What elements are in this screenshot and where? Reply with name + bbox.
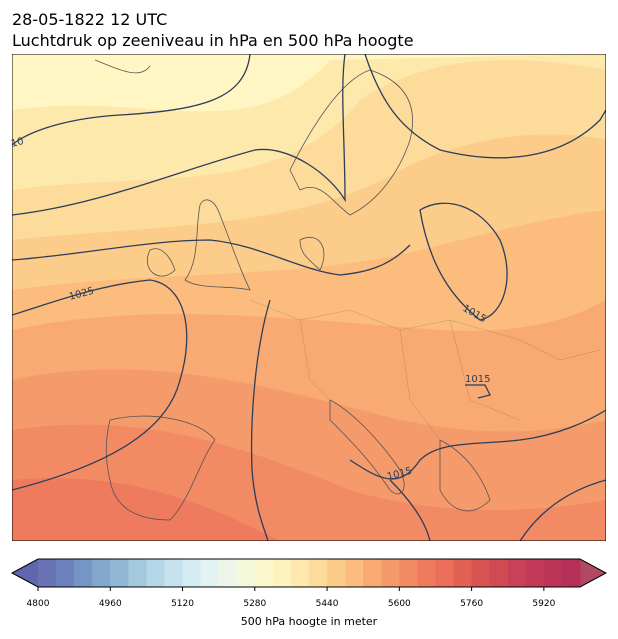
colorbar-segment xyxy=(272,559,292,587)
colorbar-segment xyxy=(327,559,346,587)
colorbar-segment xyxy=(290,559,310,587)
colorbar-segment xyxy=(128,559,147,587)
map-title: Luchtdruk op zeeniveau in hPa en 500 hPa… xyxy=(12,31,414,50)
colorbar-tick-label: 5120 xyxy=(171,599,194,609)
contour-label: 1015 xyxy=(465,374,490,385)
colorbar-tick-label: 5600 xyxy=(388,599,411,609)
colorbar-segment xyxy=(56,559,75,587)
colorbar-segment xyxy=(561,559,581,587)
colorbar-tick-label: 5280 xyxy=(243,599,266,609)
colorbar-segment xyxy=(471,559,491,587)
colorbar-tick-label: 4800 xyxy=(27,599,50,609)
colorbar-segment xyxy=(38,559,57,587)
colorbar-segment xyxy=(74,559,93,587)
colorbar-segment xyxy=(399,559,418,587)
colorbar-segment xyxy=(200,559,220,587)
colorbar-segment xyxy=(182,559,202,587)
colorbar-segment xyxy=(236,559,256,587)
colorbar-segment xyxy=(363,559,382,587)
time-title: 28-05-1822 12 UTC xyxy=(12,10,167,29)
colorbar-segment xyxy=(417,559,436,587)
map xyxy=(12,54,606,541)
colorbar-segment xyxy=(453,559,473,587)
colorbar-segment xyxy=(309,559,328,587)
colorbar-tick-label: 5920 xyxy=(532,599,555,609)
colorbar-segment xyxy=(92,559,111,587)
colorbar-tick-label: 5440 xyxy=(316,599,339,609)
colorbar-outline xyxy=(10,558,608,588)
colorbar-under xyxy=(12,559,38,587)
colorbar-segment xyxy=(110,559,129,587)
colorbar-label: 500 hPa hoogte in meter xyxy=(241,615,378,628)
colorbar-segment xyxy=(543,559,563,587)
colorbar-segment xyxy=(435,559,455,587)
colorbar-over xyxy=(580,559,606,587)
colorbar-tick-label: 5760 xyxy=(460,599,483,609)
colorbar-segment xyxy=(164,559,184,587)
colorbar-segment xyxy=(489,559,509,587)
colorbar-segment xyxy=(146,559,165,587)
colorbar-segment xyxy=(218,559,238,587)
colorbar-tick-label: 4960 xyxy=(99,599,122,609)
colorbar-segment xyxy=(507,559,527,587)
colorbar-segment xyxy=(525,559,545,587)
colorbar-segment xyxy=(345,559,364,587)
colorbar-segment xyxy=(381,559,400,587)
contour-label: 10 xyxy=(10,136,25,150)
colorbar-segment xyxy=(254,559,274,587)
